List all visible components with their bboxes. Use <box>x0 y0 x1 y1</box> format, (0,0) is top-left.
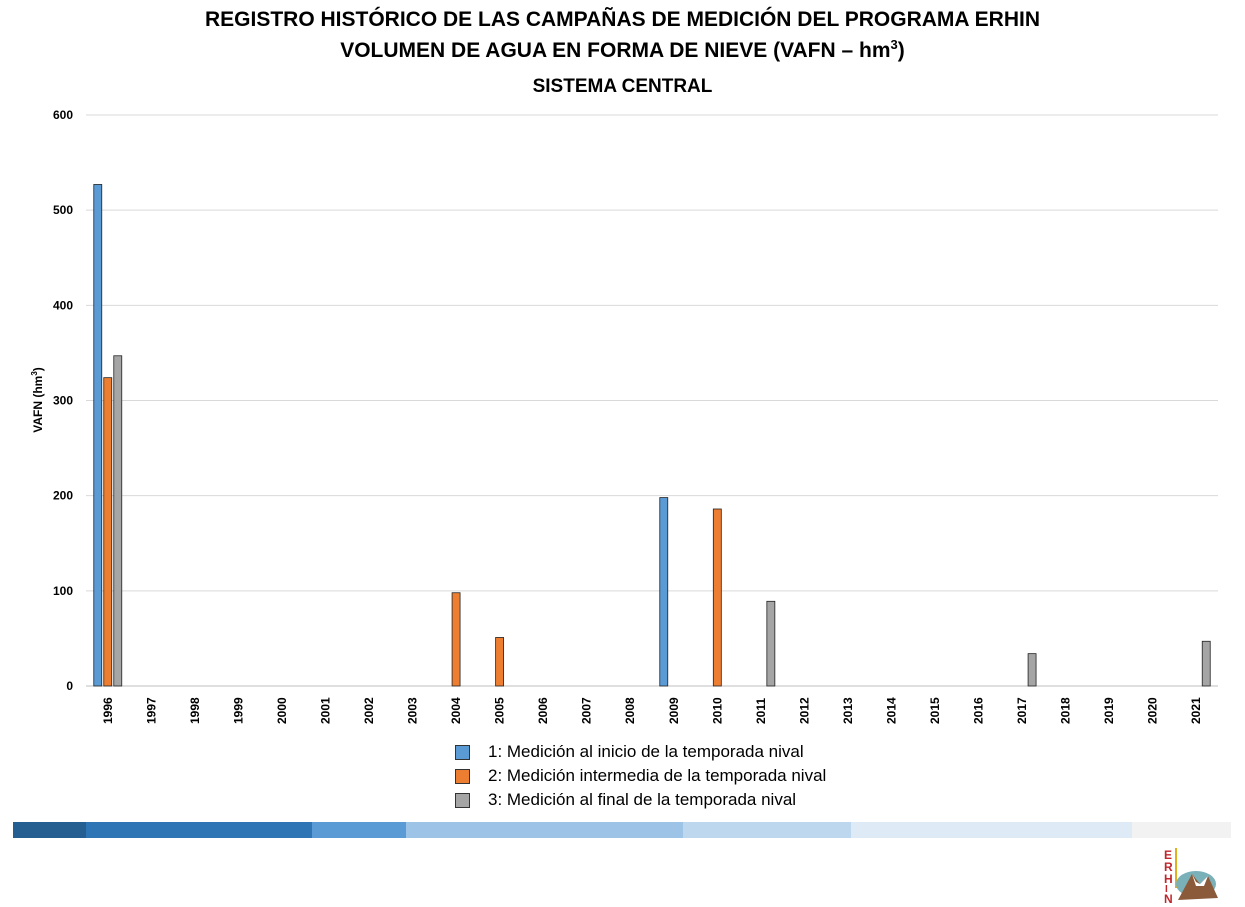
bar-chart: 0 100 200 300 400 500 600 VAFN (hm3) 1996 1997 199… <box>30 108 1218 724</box>
x-tick-label: 2008 <box>623 697 637 724</box>
bar-2-2005 <box>495 637 505 687</box>
legend-swatch <box>455 768 470 784</box>
svg-text:E: E <box>1164 848 1172 862</box>
bar-2-2010 <box>712 508 722 687</box>
x-tick-label: 2004 <box>449 697 463 724</box>
legend-swatch <box>455 744 470 760</box>
chart-title: REGISTRO HISTÓRICO DE LAS CAMPAÑAS DE ME… <box>205 8 1040 31</box>
x-tick-label: 1997 <box>144 697 158 724</box>
y-tick-label: 100 <box>53 584 73 598</box>
legend-label: 2: Medición intermedia de la temporada n… <box>488 766 827 785</box>
band-segment <box>406 822 683 838</box>
legend-item: 2: Medición intermedia de la temporada n… <box>455 764 826 788</box>
band-segment <box>312 822 406 838</box>
bar-3-1996 <box>113 355 123 687</box>
bar-2-2004 <box>451 592 461 687</box>
x-tick-label: 2013 <box>841 697 855 724</box>
x-tick-label: 2005 <box>493 697 507 724</box>
chart-subtitle: VOLUMEN DE AGUA EN FORMA DE NIEVE (VAFN … <box>0 37 1245 63</box>
legend-item: 1: Medición al inicio de la temporada ni… <box>455 740 826 764</box>
x-tick-label: 2017 <box>1015 697 1029 724</box>
subtitle-end: ) <box>897 39 905 62</box>
x-tick-label: 1996 <box>101 697 115 724</box>
y-tick-label: 300 <box>53 394 73 408</box>
legend-swatch <box>455 792 470 808</box>
x-tick-label: 2009 <box>667 697 681 724</box>
svg-text:R: R <box>1164 860 1173 874</box>
y-axis-label: VAFN (hm3) <box>30 367 45 433</box>
band-segment <box>851 822 1132 838</box>
legend-item: 3: Medición al final de la temporada niv… <box>455 788 826 812</box>
x-tick-label: 2015 <box>928 697 942 724</box>
x-tick-label: 2011 <box>754 698 768 724</box>
erhin-logo: E R H I N <box>1164 848 1218 904</box>
x-tick-label: 2018 <box>1059 697 1073 724</box>
x-tick-label: 2000 <box>275 697 289 724</box>
y-tick-label: 600 <box>53 108 73 122</box>
bar-1-2009 <box>659 497 669 687</box>
band-segment <box>1132 822 1231 838</box>
y-tick-label: 500 <box>53 203 73 217</box>
x-tick-label: 2003 <box>406 697 420 724</box>
band-segment <box>86 822 312 838</box>
legend: 1: Medición al inicio de la temporada ni… <box>455 740 826 812</box>
x-tick-label: 2016 <box>972 697 986 724</box>
band-segment <box>683 822 851 838</box>
legend-label: 3: Medición al final de la temporada niv… <box>488 790 797 809</box>
y-tick-label: 400 <box>53 298 73 312</box>
x-tick-label: 2002 <box>362 697 376 724</box>
x-tick-label: 2020 <box>1146 697 1160 724</box>
x-tick-label: 2014 <box>884 697 898 724</box>
x-tick-label: 2006 <box>536 697 550 724</box>
x-tick-label: 2010 <box>710 697 724 724</box>
y-tick-label: 0 <box>66 679 73 693</box>
x-tick-label: 2007 <box>580 697 594 724</box>
bar-3-2011 <box>766 600 776 687</box>
color-band <box>13 822 1231 838</box>
x-tick-label: 2019 <box>1102 697 1116 724</box>
svg-text:I: I <box>1165 884 1168 895</box>
svg-text:H: H <box>1164 872 1173 886</box>
region-title: SISTEMA CENTRAL <box>532 76 713 97</box>
bar-2-1996 <box>103 377 113 687</box>
x-tick-label: 1999 <box>231 697 245 724</box>
subtitle-sup: 3 <box>890 37 898 52</box>
bar-1-1996 <box>93 184 103 687</box>
y-tick-label: 200 <box>53 489 73 503</box>
bar-3-2021 <box>1201 640 1211 687</box>
subtitle-text: VOLUMEN DE AGUA EN FORMA DE NIEVE (VAFN … <box>340 39 891 62</box>
x-tick-label: 2012 <box>797 697 811 724</box>
band-segment <box>13 822 86 838</box>
x-tick-label: 1998 <box>188 697 202 724</box>
x-tick-label: 2001 <box>318 697 332 724</box>
svg-text:N: N <box>1164 892 1173 904</box>
x-tick-label: 2021 <box>1189 697 1203 724</box>
bar-3-2017 <box>1027 653 1037 687</box>
legend-label: 1: Medición al inicio de la temporada ni… <box>488 742 804 761</box>
